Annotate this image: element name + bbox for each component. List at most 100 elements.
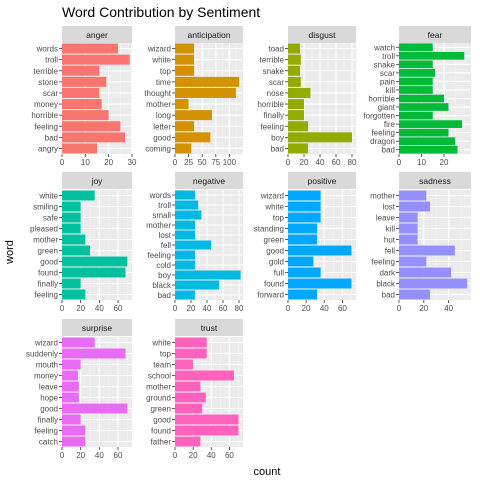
y-tick-label-pain: pain — [380, 77, 395, 86]
y-tick-label-scar: scar — [43, 89, 58, 98]
bar-sadness-bad — [399, 289, 431, 300]
bar-fear-horrible — [399, 94, 444, 103]
bar-anticipation-time — [175, 76, 240, 87]
y-tick-label-bad: bad — [382, 146, 395, 155]
y-tick-label-horrible: horrible — [31, 111, 58, 120]
x-tick-label: 20 — [419, 304, 428, 313]
y-tick-label-scar: scar — [269, 78, 284, 87]
y-tick-label-standing: standing — [254, 225, 284, 234]
bar-anger-horrible — [62, 110, 109, 121]
y-tick-label-cold: cold — [156, 261, 171, 270]
y-tick-label-stone: stone — [38, 78, 58, 87]
x-tick-label: 20 — [440, 158, 449, 167]
x-tick-label: 20 — [187, 304, 196, 313]
bar-sadness-dark — [399, 267, 452, 278]
bar-negative-boy — [175, 270, 241, 280]
x-tick-label: 0 — [60, 451, 65, 460]
y-tick-label-father: father — [151, 438, 172, 447]
bar-anger-stone — [62, 76, 107, 87]
x-tick-label: 75 — [211, 158, 220, 167]
bar-disgust-boy — [288, 132, 352, 143]
y-tick-label-good: good — [266, 247, 284, 256]
y-tick-label-safe: safe — [43, 214, 59, 223]
bar-anger-troll — [62, 54, 130, 65]
bar-anticipation-long — [175, 110, 212, 121]
bar-disgust-scar — [288, 76, 301, 87]
y-tick-label-kill: kill — [386, 225, 396, 234]
x-tick-label: 40 — [320, 304, 329, 313]
x-tick-label: 0 — [173, 451, 178, 460]
bar-trust-school — [175, 370, 234, 381]
bar-positive-standing — [288, 223, 318, 234]
y-tick-label-dragon: dragon — [370, 137, 395, 146]
y-tick-label-team: team — [153, 361, 171, 370]
bar-trust-father — [175, 436, 201, 447]
bar-positive-white — [288, 201, 321, 212]
x-tick-label: 20 — [189, 451, 198, 460]
y-tick-label-boy: boy — [271, 133, 284, 142]
bar-anticipation-coming — [175, 143, 192, 154]
bar-negative-mother — [175, 220, 195, 230]
bar-positive-good — [288, 245, 352, 256]
bar-anticipation-letter — [175, 121, 195, 132]
y-tick-label-leave: leave — [39, 383, 59, 392]
bar-positive-top — [288, 212, 321, 223]
bar-surprise-feeling — [62, 425, 86, 436]
x-tick-label: 0 — [173, 304, 178, 313]
strip-surprise — [62, 319, 132, 336]
y-tick-label-fell: fell — [385, 247, 395, 256]
y-tick-label-gold: gold — [269, 258, 284, 267]
y-tick-label-top: top — [160, 67, 172, 76]
panel-negative: negative 0 20 40 60 80 wordstrollsmallmotherlo… — [146, 172, 244, 313]
bar-joy-pleased — [62, 223, 81, 234]
bar-anticipation-thought — [175, 87, 236, 98]
bar-negative-cold — [175, 260, 195, 270]
bar-joy-found — [62, 267, 126, 278]
y-tick-label-bad: bad — [45, 133, 58, 142]
y-tick-label-found: found — [264, 280, 284, 289]
y-tick-label-money: money — [34, 100, 58, 109]
y-tick-label-green: green — [151, 405, 171, 414]
y-tick-label-feeling: feeling — [147, 251, 171, 260]
strip-anticipation — [175, 26, 243, 43]
y-tick-label-lost: lost — [383, 203, 396, 212]
y-tick-label-white: white — [151, 339, 171, 348]
bar-joy-feeling — [62, 289, 86, 300]
panel-trust: trust 0 20 40 60 white top team school mother grou… — [146, 319, 243, 460]
bar-negative-words — [175, 190, 195, 200]
strip-label-surprise: surprise — [82, 323, 113, 333]
strip-label-negative: negative — [193, 176, 225, 186]
bar-sadness-leave — [399, 212, 418, 223]
bar-trust-team — [175, 359, 194, 370]
y-tick-label-white: white — [151, 56, 171, 65]
bar-joy-finally — [62, 278, 81, 289]
panel-fear: fear 0 10 20 watchtrollsnakescarpainkillhorr… — [363, 26, 471, 167]
x-tick-label: 0 — [286, 304, 291, 313]
y-tick-label-lost: lost — [159, 231, 172, 240]
y-tick-label-pleased: pleased — [30, 225, 58, 234]
bar-anticipation-white — [175, 54, 195, 65]
strip-sadness — [399, 172, 471, 189]
bar-positive-forward — [288, 289, 318, 300]
x-tick-label: 60 — [114, 304, 123, 313]
x-tick-label: 40 — [444, 304, 453, 313]
bar-negative-bad — [175, 290, 195, 300]
y-tick-label-hut: hut — [384, 236, 396, 245]
x-tick-label: 80 — [348, 158, 357, 167]
bar-negative-lost — [175, 230, 195, 240]
y-tick-label-top: top — [273, 214, 285, 223]
y-tick-label-coming: coming — [145, 144, 171, 153]
y-tick-label-words: words — [149, 191, 171, 200]
y-tick-label-black: black — [376, 280, 396, 289]
strip-label-anticipation: anticipation — [187, 30, 230, 40]
x-tick-label: 40 — [207, 451, 216, 460]
bar-positive-wizard — [288, 190, 321, 201]
panel-anticipation: anticipation 0 25 50 75 100 wizard white top time… — [144, 26, 243, 167]
y-tick-label-letter: letter — [153, 122, 171, 131]
bar-joy-good — [62, 256, 128, 267]
strip-negative — [175, 172, 243, 189]
bar-negative-black — [175, 280, 219, 290]
chart-title: Word Contribution by Sentiment — [62, 4, 260, 20]
y-tick-label-snake: snake — [263, 67, 285, 76]
